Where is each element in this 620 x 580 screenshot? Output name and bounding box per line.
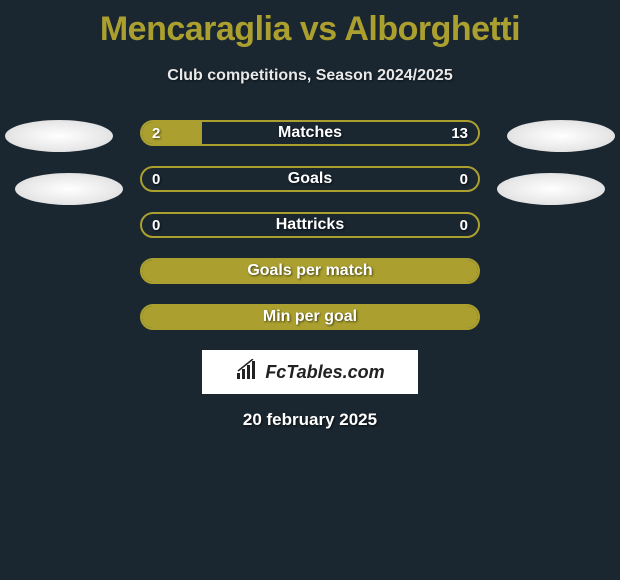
player-right-avatar-2: [497, 173, 605, 205]
stat-row-goals-per-match: Goals per match: [140, 258, 480, 284]
stat-label: Min per goal: [142, 308, 478, 326]
stat-label: Goals per match: [142, 262, 478, 280]
comparison-area: 2 Matches 13 0 Goals 0 0 Hattricks 0 Goa…: [0, 120, 620, 330]
player-left-avatar-2: [15, 173, 123, 205]
stat-row-hattricks: 0 Hattricks 0: [140, 212, 480, 238]
stat-value-right: 0: [460, 171, 468, 188]
stat-value-right: 13: [451, 125, 468, 142]
stat-row-min-per-goal: Min per goal: [140, 304, 480, 330]
player-right-avatar-1: [507, 120, 615, 152]
stat-row-matches: 2 Matches 13: [140, 120, 480, 146]
page-subtitle: Club competitions, Season 2024/2025: [0, 67, 620, 85]
stat-label: Hattricks: [142, 216, 478, 234]
logo-box: FcTables.com: [202, 350, 418, 394]
page-title: Mencaraglia vs Alborghetti: [0, 0, 620, 49]
stat-label: Matches: [142, 124, 478, 142]
footer-date: 20 february 2025: [0, 410, 620, 430]
logo-inner: FcTables.com: [235, 359, 384, 386]
stat-rows-container: 2 Matches 13 0 Goals 0 0 Hattricks 0 Goa…: [140, 120, 480, 330]
logo-text: FcTables.com: [265, 362, 384, 383]
chart-bars-icon: [235, 359, 261, 386]
stat-value-right: 0: [460, 217, 468, 234]
stat-label: Goals: [142, 170, 478, 188]
stat-row-goals: 0 Goals 0: [140, 166, 480, 192]
player-left-avatar-1: [5, 120, 113, 152]
